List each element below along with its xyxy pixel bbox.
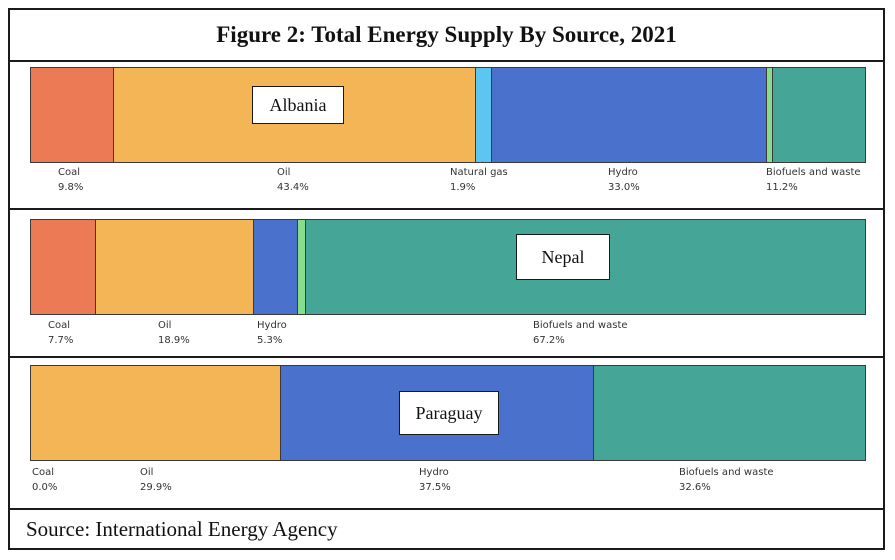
- segment-label-biofuels-and-waste: Biofuels and waste 67.2%: [533, 318, 628, 348]
- segment-name: Coal: [48, 320, 71, 331]
- bar-segment-biofuels-and-waste: [593, 366, 865, 460]
- segment-value: 0.0%: [32, 482, 58, 493]
- panel-albania: Albania Coal 9.8% Oil 43.4% Natural gas 1.9% H…: [10, 60, 883, 210]
- bar-segment-oil: [31, 366, 281, 460]
- bar-segment-biofuels-and-waste: [771, 68, 865, 162]
- segment-name: Oil: [158, 320, 172, 331]
- segment-label-biofuels-and-waste: Biofuels and waste 32.6%: [679, 465, 774, 495]
- segment-label-coal: Coal 7.7%: [48, 318, 73, 348]
- segment-name: Biofuels and waste: [766, 167, 861, 178]
- segment-label-oil: Oil 18.9%: [158, 318, 190, 348]
- bar-segment-oil: [95, 220, 253, 314]
- country-label-nepal: Nepal: [516, 234, 610, 280]
- segment-name: Hydro: [419, 467, 449, 478]
- stacked-bar-nepal: [30, 219, 866, 315]
- segment-label-oil: Oil 43.4%: [277, 165, 309, 195]
- stacked-bar-albania: [30, 67, 866, 163]
- segment-name: Hydro: [257, 320, 287, 331]
- segment-value: 9.8%: [58, 182, 84, 193]
- segment-value: 7.7%: [48, 335, 74, 346]
- segment-name: Natural gas: [450, 167, 508, 178]
- segment-name: Hydro: [608, 167, 638, 178]
- segment-value: 33.0%: [608, 182, 640, 193]
- bar-segment-solar-wind: [297, 220, 305, 314]
- panel-nepal: Nepal Coal 7.7% Oil 18.9% Hydro 5.3% Biofuels …: [10, 210, 883, 358]
- segment-label-hydro: Hydro 33.0%: [608, 165, 640, 195]
- bar-segment-natural-gas: [474, 68, 491, 162]
- segment-value: 32.6%: [679, 482, 711, 493]
- country-label-paraguay: Paraguay: [399, 391, 499, 435]
- source-note: Source: International Energy Agency: [26, 517, 338, 541]
- segment-label-oil: Oil 29.9%: [140, 465, 172, 495]
- country-label-albania: Albania: [252, 86, 344, 124]
- segment-name: Oil: [277, 167, 291, 178]
- segment-value: 11.2%: [766, 182, 798, 193]
- bar-segment-coal: [31, 220, 96, 314]
- segment-name: Biofuels and waste: [679, 467, 774, 478]
- segment-value: 5.3%: [257, 335, 283, 346]
- figure-title: Figure 2: Total Energy Supply By Source,…: [10, 10, 883, 62]
- bar-segment-hydro: [490, 68, 766, 162]
- segment-value: 67.2%: [533, 335, 565, 346]
- segment-label-coal: Coal 0.0%: [32, 465, 57, 495]
- segment-label-coal: Coal 9.8%: [58, 165, 83, 195]
- bar-segment-hydro: [252, 220, 298, 314]
- segment-label-natural-gas: Natural gas 1.9%: [450, 165, 508, 195]
- segment-value: 43.4%: [277, 182, 309, 193]
- segment-label-biofuels-and-waste: Biofuels and waste 11.2%: [766, 165, 861, 195]
- figure-frame: Figure 2: Total Energy Supply By Source,…: [8, 8, 885, 550]
- segment-value: 29.9%: [140, 482, 172, 493]
- segment-name: Oil: [140, 467, 154, 478]
- panel-paraguay: Paraguay Coal 0.0% Oil 29.9% Hydro 37.5% Biofu…: [10, 358, 883, 510]
- bar-segment-coal: [31, 68, 113, 162]
- segment-value: 37.5%: [419, 482, 451, 493]
- segment-name: Coal: [58, 167, 81, 178]
- segment-name: Biofuels and waste: [533, 320, 628, 331]
- segment-value: 1.9%: [450, 182, 476, 193]
- segment-label-hydro: Hydro 5.3%: [257, 318, 287, 348]
- segment-name: Coal: [32, 467, 55, 478]
- segment-value: 18.9%: [158, 335, 190, 346]
- segment-label-hydro: Hydro 37.5%: [419, 465, 451, 495]
- bar-segment-solar-wind: [765, 68, 772, 162]
